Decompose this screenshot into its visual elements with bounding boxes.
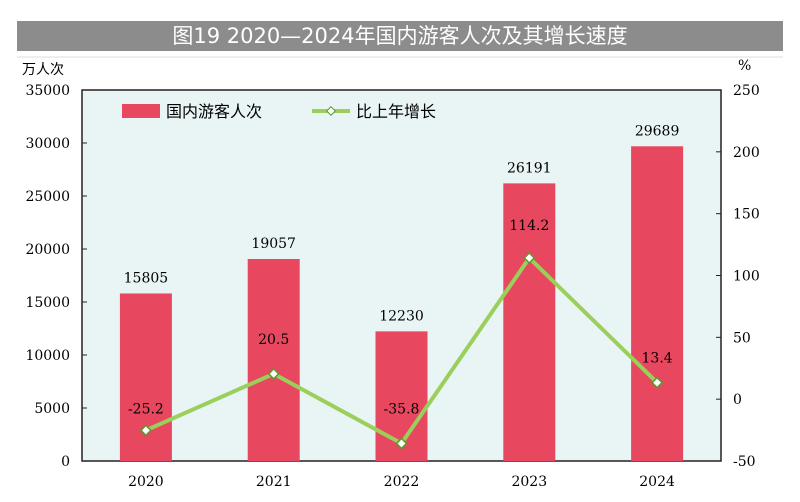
right-tick-label: -50 (733, 454, 756, 470)
bar (631, 146, 684, 461)
left-tick-label: 25000 (25, 189, 70, 205)
line-point (139, 424, 152, 437)
bar (503, 183, 556, 461)
right-tick-label: 150 (733, 207, 760, 223)
legend-bar-label: 国内游客人次 (166, 102, 262, 121)
legend-line-label: 比上年增长 (356, 102, 436, 121)
bar-label: 15805 (124, 270, 169, 286)
chart-title: 图19 2020—2024年国内游客人次及其增长速度 (17, 21, 783, 51)
x-tick-label: 2021 (256, 474, 292, 490)
right-axis-label: % (738, 58, 751, 74)
line-label: 114.2 (509, 218, 549, 234)
left-tick-label: 15000 (25, 295, 70, 311)
left-axis-label: 万人次 (22, 62, 64, 78)
line-label: 20.5 (258, 332, 289, 348)
left-tick-label: 5000 (34, 401, 70, 417)
line-label: 13.4 (642, 351, 673, 367)
bar-label: 26191 (507, 160, 552, 176)
line-point (651, 376, 664, 389)
left-tick-label: 20000 (25, 242, 70, 258)
right-tick-label: 50 (733, 330, 751, 346)
right-tick-label: 250 (733, 83, 760, 99)
x-tick-label: 2020 (128, 474, 164, 490)
x-tick-label: 2022 (384, 474, 420, 490)
legend-bar-swatch (122, 104, 160, 118)
bar-label: 19057 (251, 236, 296, 252)
left-tick-label: 0 (61, 454, 70, 470)
left-tick-label: 30000 (25, 136, 70, 152)
line-point (523, 251, 536, 264)
right-tick-label: 200 (733, 145, 760, 161)
line-label: -35.8 (384, 401, 420, 417)
bar-label: 12230 (379, 308, 424, 324)
bar (247, 258, 300, 461)
line-point (267, 367, 280, 380)
right-tick-label: 100 (733, 269, 760, 285)
line-label: -25.2 (128, 401, 164, 417)
bar-label: 29689 (635, 123, 680, 139)
line-point (395, 437, 408, 450)
right-tick-label: 0 (733, 392, 742, 408)
left-tick-label: 35000 (25, 83, 70, 99)
left-tick-label: 10000 (25, 348, 70, 364)
x-tick-label: 2024 (639, 474, 675, 490)
legend-line-marker (326, 106, 336, 116)
x-tick-label: 2023 (511, 474, 547, 490)
